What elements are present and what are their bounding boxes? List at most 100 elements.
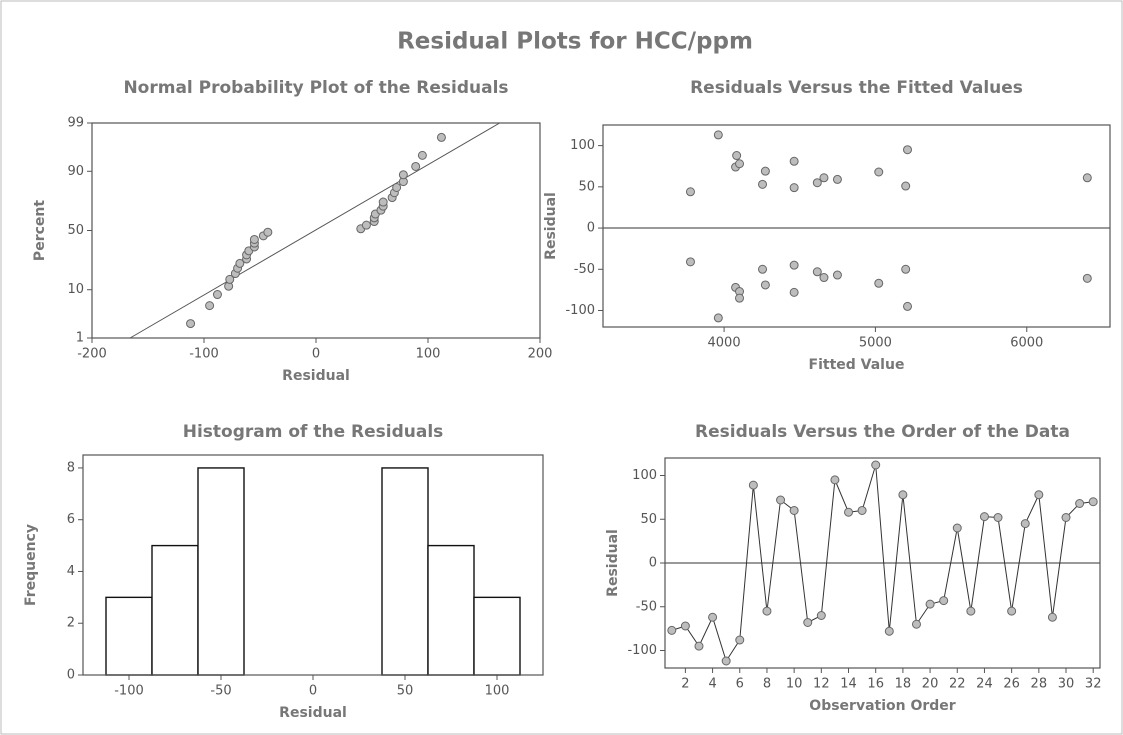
y-tick-label: 0: [587, 221, 595, 236]
data-point: [680, 621, 690, 631]
data-point: [205, 301, 215, 311]
data-point: [816, 611, 826, 620]
y-tick-label: -50: [574, 262, 595, 277]
x-axis-label: Residual: [279, 705, 347, 721]
data-point: [361, 220, 371, 230]
y-tick-label: 8: [67, 460, 75, 475]
data-point: [803, 618, 813, 627]
data-point: [844, 507, 854, 517]
data-point: [1075, 499, 1085, 508]
x-tick-label: 12: [813, 677, 830, 692]
y-tick-label: 90: [67, 164, 84, 179]
data-point: [789, 183, 799, 193]
data-point: [713, 313, 723, 323]
data-point: [436, 132, 446, 142]
chart-title: Residuals Versus the Fitted Values: [690, 78, 1023, 98]
data-point: [708, 612, 718, 622]
histogram-bar: [151, 544, 199, 676]
y-tick-label: 50: [640, 512, 657, 527]
chart-title: Histogram of the Residuals: [183, 422, 444, 442]
x-tick-label: 5000: [859, 336, 892, 351]
data-point: [732, 151, 742, 161]
data-line: [671, 464, 1094, 663]
data-point: [911, 619, 921, 629]
x-tick-label: 6: [736, 677, 744, 692]
y-tick-label: 100: [632, 468, 657, 483]
data-point: [884, 626, 894, 636]
x-tick-label: 2: [681, 677, 689, 692]
data-point: [392, 182, 402, 192]
data-point: [748, 480, 758, 490]
data-point: [776, 495, 786, 505]
y-tick-label: 99: [67, 116, 84, 131]
data-point: [398, 170, 408, 180]
y-tick-label: 0: [67, 668, 75, 683]
data-point: [925, 599, 935, 609]
x-tick-label: 32: [1085, 677, 1102, 692]
data-point: [1047, 612, 1057, 622]
plot-frame: [602, 124, 1111, 328]
x-axis-label: Fitted Value: [809, 357, 905, 373]
data-point: [857, 506, 867, 515]
data-point: [721, 656, 731, 666]
data-point: [901, 264, 911, 274]
data-point: [832, 270, 842, 280]
histogram-bar: [105, 596, 153, 676]
data-point: [667, 625, 677, 635]
data-point: [212, 290, 222, 300]
chart-title: Normal Probability Plot of the Residuals: [123, 78, 508, 98]
data-point: [735, 293, 745, 303]
data-point: [1007, 606, 1017, 616]
x-tick-label: 10: [786, 677, 803, 692]
data-point: [812, 267, 822, 277]
data-point: [411, 161, 421, 171]
data-point: [898, 490, 908, 500]
data-point: [1061, 513, 1071, 522]
data-point: [263, 227, 273, 237]
x-tick-label: 18: [895, 677, 912, 692]
data-point: [830, 475, 840, 485]
plot-frame: [82, 454, 544, 676]
x-tick-label: 200: [528, 347, 553, 362]
data-point: [762, 606, 772, 616]
x-tick-label: -200: [77, 347, 107, 362]
fit-line: [129, 122, 500, 339]
y-tick-label: 50: [578, 179, 595, 194]
y-tick-label: 2: [67, 616, 75, 631]
data-point: [235, 258, 245, 268]
y-tick-label: -100: [565, 303, 595, 318]
data-point: [993, 513, 1003, 522]
figure-title: Residual Plots for HCC/ppm: [397, 29, 753, 55]
data-point: [871, 460, 881, 470]
data-point: [979, 512, 989, 522]
x-axis-label: Observation Order: [809, 698, 956, 714]
y-axis-label: Percent: [32, 200, 48, 261]
x-tick-label: 14: [840, 677, 857, 692]
y-tick-label: 10: [67, 282, 84, 297]
y-tick-label: 100: [570, 138, 595, 153]
chart-title: Residuals Versus the Order of the Data: [695, 422, 1070, 442]
y-tick-label: 50: [67, 223, 84, 238]
y-axis-label: Residual: [543, 192, 559, 260]
data-point: [812, 178, 822, 188]
data-point: [789, 506, 799, 515]
data-point: [186, 319, 196, 329]
data-point: [874, 278, 884, 288]
plot-frame: [664, 457, 1101, 669]
x-tick-label: 4: [708, 677, 716, 692]
x-tick-label: 0: [312, 347, 320, 362]
x-tick-label: 16: [867, 677, 884, 692]
data-point: [1020, 519, 1030, 529]
x-tick-label: -50: [210, 684, 231, 699]
x-tick-label: 26: [1003, 677, 1020, 692]
data-point: [760, 280, 770, 290]
data-point: [903, 145, 913, 155]
data-point: [685, 187, 695, 197]
x-tick-label: 22: [949, 677, 966, 692]
data-point: [966, 606, 976, 616]
data-point: [789, 156, 799, 166]
x-tick-label: -100: [189, 347, 219, 362]
data-point: [735, 635, 745, 645]
x-tick-label: 50: [397, 684, 414, 699]
